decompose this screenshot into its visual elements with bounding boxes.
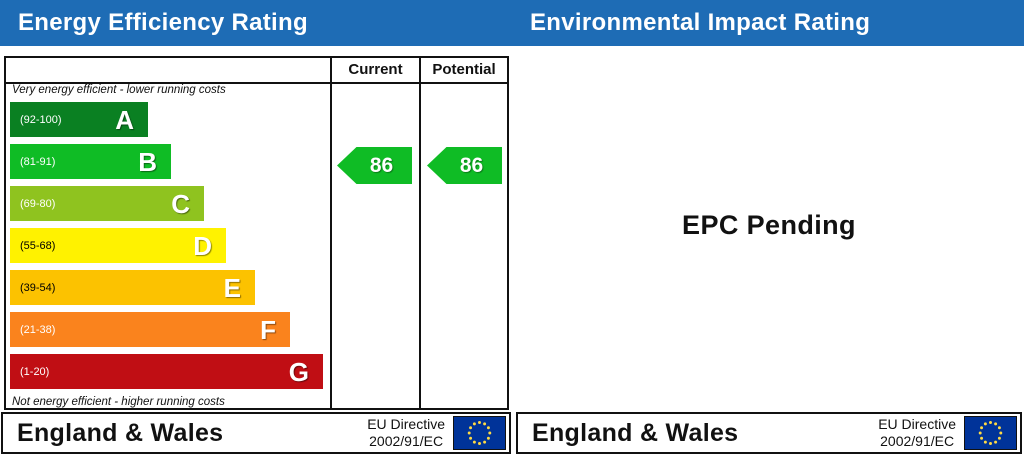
- potential-rating-arrow: 86: [427, 147, 502, 184]
- band-g: (1-20) G: [10, 354, 323, 389]
- footer-right: England & Wales EU Directive 2002/91/EC: [516, 412, 1022, 454]
- eu-flag-icon: [453, 416, 506, 450]
- current-rating-arrow: 86: [337, 147, 412, 184]
- eu-directive-label: EU Directive 2002/91/EC: [367, 416, 445, 451]
- footer-left: England & Wales EU Directive 2002/91/EC: [1, 412, 511, 454]
- band-b-letter: B: [138, 146, 157, 177]
- potential-column-header: Potential: [432, 61, 496, 78]
- header-bar: [0, 0, 1024, 46]
- band-b-range: (81-91): [20, 155, 56, 168]
- bottom-caption: Not energy efficient - higher running co…: [12, 396, 225, 408]
- eu-directive-line2: 2002/91/EC: [369, 433, 444, 449]
- band-g-range: (1-20): [20, 365, 50, 378]
- region-label: England & Wales: [17, 418, 224, 447]
- energy-efficiency-chart: Current Potential Very energy efficient …: [4, 56, 509, 410]
- band-c: (69-80) C: [10, 186, 204, 221]
- potential-rating-value: 86: [459, 153, 484, 177]
- eu-directive-line2: 2002/91/EC: [880, 433, 955, 449]
- environmental-impact-title: Environmental Impact Rating: [530, 9, 871, 36]
- band-e: (39-54) E: [10, 270, 255, 305]
- band-c-range: (69-80): [20, 197, 56, 210]
- band-a-letter: A: [115, 104, 134, 135]
- energy-efficiency-title: Energy Efficiency Rating: [18, 9, 308, 36]
- epc-pending-message: EPC Pending: [682, 210, 856, 240]
- header-row-divider: [6, 82, 507, 84]
- band-d-range: (55-68): [20, 239, 56, 252]
- band-f: (21-38) F: [10, 312, 290, 347]
- region-label: England & Wales: [532, 418, 739, 447]
- band-e-letter: E: [223, 272, 241, 303]
- band-c-letter: C: [171, 188, 190, 219]
- column-divider: [419, 58, 421, 408]
- band-e-range: (39-54): [20, 281, 56, 294]
- current-column-header: Current: [348, 61, 403, 78]
- band-d: (55-68) D: [10, 228, 226, 263]
- eu-directive-label: EU Directive 2002/91/EC: [878, 416, 956, 451]
- top-caption: Very energy efficient - lower running co…: [12, 84, 226, 96]
- eu-directive-line1: EU Directive: [878, 415, 956, 432]
- column-divider: [330, 58, 332, 408]
- band-g-letter: G: [288, 356, 309, 387]
- band-d-letter: D: [193, 230, 212, 261]
- band-a: (92-100) A: [10, 102, 148, 137]
- band-b: (81-91) B: [10, 144, 171, 179]
- eu-directive-line1: EU Directive: [367, 415, 445, 432]
- band-a-range: (92-100): [20, 113, 62, 126]
- band-f-range: (21-38): [20, 323, 56, 336]
- eu-flag-icon: [964, 416, 1017, 450]
- rating-bands: Very energy efficient - lower running co…: [10, 84, 328, 408]
- band-f-letter: F: [260, 314, 276, 345]
- current-rating-value: 86: [369, 153, 394, 177]
